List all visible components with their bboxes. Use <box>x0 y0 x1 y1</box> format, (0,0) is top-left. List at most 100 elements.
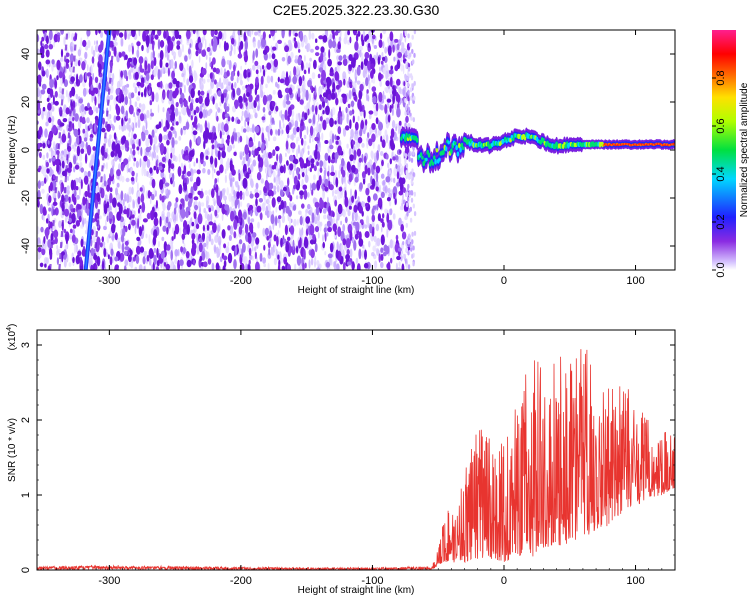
heatmap-cell <box>386 197 391 202</box>
heatmap-cell <box>179 87 182 96</box>
heatmap-cell <box>193 133 196 143</box>
heatmap-cell <box>285 100 291 105</box>
heatmap-cell <box>229 160 233 168</box>
heatmap-cell <box>294 55 299 60</box>
heatmap-cell <box>200 202 205 207</box>
heatmap-cell <box>300 119 304 127</box>
heatmap-cell <box>179 97 183 105</box>
heatmap-cell <box>216 170 221 176</box>
heatmap-cell <box>225 139 230 144</box>
heatmap-cell <box>294 263 297 270</box>
heatmap-cell <box>394 38 399 43</box>
heatmap-cell <box>152 50 155 59</box>
heatmap-cell <box>234 81 237 89</box>
heatmap-cell <box>376 204 379 211</box>
heatmap-cell <box>213 168 216 174</box>
heatmap-cell <box>214 178 218 184</box>
heatmap-cell <box>79 166 81 172</box>
heatmap-cell <box>274 162 277 170</box>
heatmap-cell <box>412 245 415 251</box>
heatmap-cell <box>318 67 324 72</box>
heatmap-cell <box>193 69 196 79</box>
heatmap-cell <box>150 108 152 114</box>
heatmap-cell <box>310 223 313 230</box>
heatmap-cell <box>409 87 413 93</box>
heatmap-cell <box>166 227 169 235</box>
heatmap-cell <box>116 211 122 221</box>
heatmap-cell <box>92 72 95 81</box>
heatmap-cell <box>136 146 140 151</box>
heatmap-cell <box>221 229 226 239</box>
heatmap-cell <box>400 224 405 232</box>
heatmap-cell <box>380 247 384 253</box>
heatmap-cell <box>87 184 90 196</box>
heatmap-cell <box>230 37 235 45</box>
heatmap-cell <box>235 197 239 206</box>
heatmap-cell <box>313 174 316 181</box>
heatmap-cell <box>413 211 417 217</box>
heatmap-cell <box>130 261 134 269</box>
heatmap-cell <box>288 154 294 162</box>
heatmap-cell <box>226 145 231 153</box>
heatmap-cell <box>264 168 267 174</box>
heatmap-cell <box>224 174 227 184</box>
heatmap-cell <box>323 159 327 169</box>
heatmap-cell <box>283 238 287 244</box>
heatmap-cell <box>89 123 93 130</box>
heatmap-cell <box>207 110 211 117</box>
heatmap-cell <box>250 218 255 223</box>
heatmap-cell <box>124 30 127 41</box>
heatmap-cell <box>334 199 338 207</box>
heatmap-cell <box>114 232 118 241</box>
heatmap-cell <box>207 258 212 265</box>
heatmap-cell <box>89 137 93 142</box>
heatmap-cell <box>160 250 165 260</box>
heatmap-cell <box>123 158 129 166</box>
heatmap-cell <box>350 100 355 108</box>
heatmap-cell <box>195 223 200 230</box>
heatmap-cell <box>41 109 44 120</box>
heatmap-cell <box>87 64 89 72</box>
heatmap-cell <box>385 87 389 94</box>
heatmap-cell <box>246 92 250 97</box>
heatmap-cell <box>57 190 60 199</box>
heatmap-cell <box>174 258 178 265</box>
heatmap-cell <box>277 76 280 83</box>
heatmap-cell <box>302 262 305 270</box>
heatmap-cell <box>406 82 410 88</box>
heatmap-cell <box>380 191 385 198</box>
heatmap-cell <box>290 51 294 59</box>
heatmap-cell <box>272 46 277 51</box>
heatmap-cell <box>225 160 230 171</box>
heatmap-cell <box>382 56 386 62</box>
heatmap-cell <box>70 179 75 191</box>
heatmap-cell <box>159 50 164 61</box>
heatmap-cell <box>406 211 409 217</box>
heatmap-cell <box>80 167 84 173</box>
heatmap-cell <box>135 122 138 129</box>
heatmap-cell <box>372 96 377 104</box>
heatmap-cell <box>179 259 184 266</box>
heatmap-cell <box>271 247 275 257</box>
heatmap-cell <box>384 185 388 194</box>
heatmap-cell <box>128 73 132 80</box>
heatmap-cell <box>194 204 199 211</box>
heatmap-cell <box>349 119 352 129</box>
heatmap-cell <box>81 119 86 124</box>
heatmap-cell <box>219 164 224 174</box>
heatmap-cell <box>351 212 354 222</box>
heatmap-cell <box>411 239 414 245</box>
heatmap-cell <box>139 246 145 253</box>
heatmap-cell <box>94 123 97 133</box>
heatmap-cell <box>206 78 210 83</box>
heatmap-cell <box>367 161 371 170</box>
heatmap-cell <box>295 195 299 200</box>
heatmap-cell <box>219 256 223 263</box>
heatmap-cell <box>163 134 168 141</box>
heatmap-cell <box>37 180 41 189</box>
heatmap-cell <box>116 80 121 90</box>
heatmap-cell <box>385 80 390 87</box>
heatmap-cell <box>60 48 64 58</box>
signal-core <box>461 146 465 151</box>
heatmap-cell <box>255 261 260 270</box>
